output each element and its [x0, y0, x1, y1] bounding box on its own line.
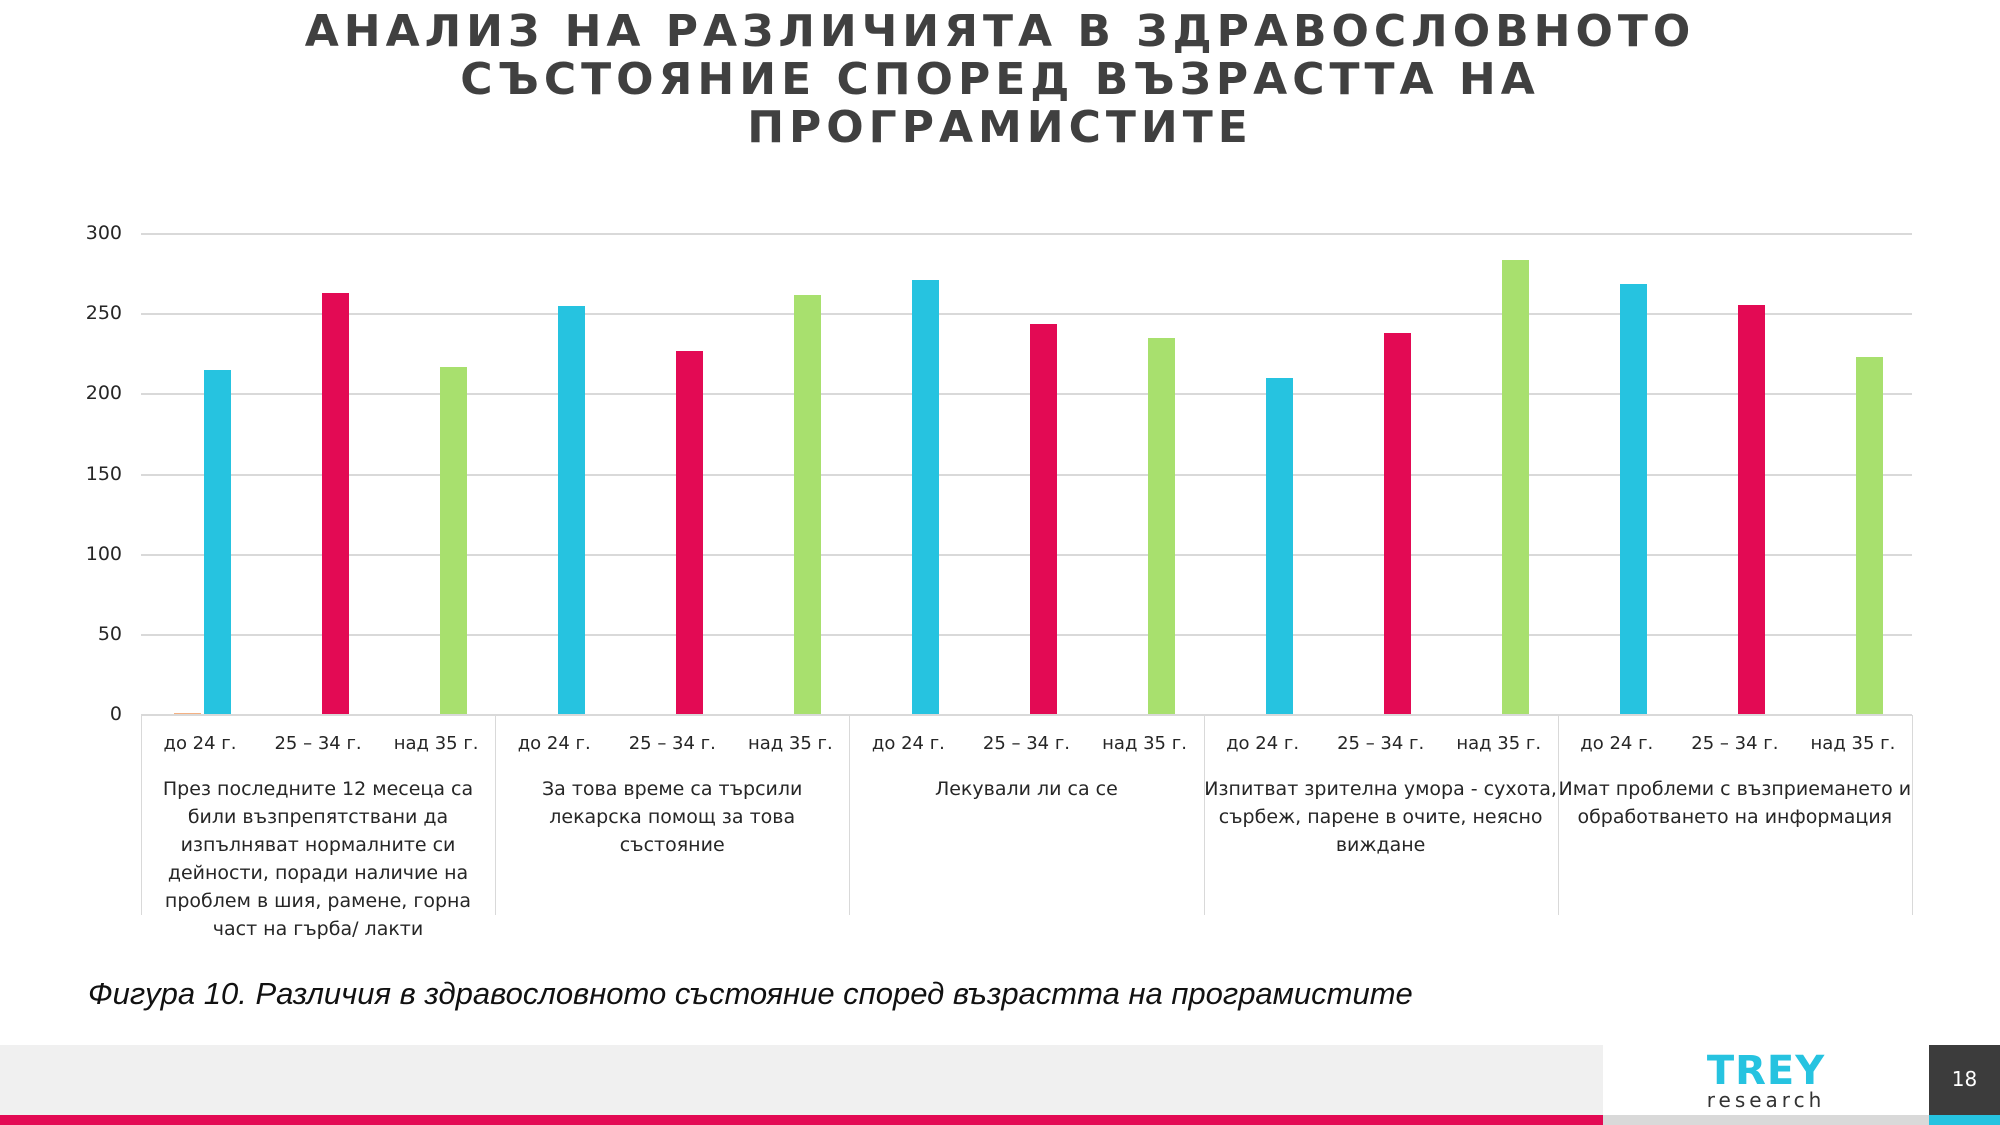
x-group-label: Изпитват зрителна умора - сухота, сърбеж… [1204, 778, 1557, 856]
y-tick-label: 250 [85, 302, 122, 325]
bar [1030, 323, 1057, 715]
logo-sub-text: research [1706, 1088, 1826, 1112]
gridline [141, 473, 1912, 476]
bar [793, 294, 821, 715]
x-subcategory-label: над 35 г. [393, 733, 479, 754]
x-subcategory-label: над 35 г. [1456, 733, 1542, 754]
figure-caption: Фигура 10. Различия в здравословното със… [88, 976, 1413, 1011]
group-separator [849, 715, 850, 915]
page-number: 18 [1951, 1067, 1978, 1091]
group-separator [141, 715, 142, 915]
x-subcategory-label: 25 – 34 г. [628, 733, 716, 754]
gridline [141, 553, 1912, 556]
bar [1856, 357, 1884, 715]
title-line-1: АНАЛИЗ НА РАЗЛИЧИЯТА В ЗДРАВОСЛОВНОТО [304, 6, 1696, 57]
x-subcategory-label: до 24 г. [871, 733, 945, 754]
x-group-label: През последните 12 месеца са били възпре… [162, 778, 474, 940]
bar [911, 280, 939, 715]
bar [1384, 333, 1412, 715]
title-line-2: СЪСТОЯНИЕ СПОРЕД ВЪЗРАСТТА НА [460, 54, 1540, 105]
bar [321, 293, 349, 715]
bar [1266, 378, 1294, 715]
title-line-3: ПРОГРАМИСТИТЕ [747, 102, 1253, 153]
logo: TREY research [1603, 1045, 1929, 1115]
bar [203, 370, 231, 715]
group-separator [1912, 715, 1913, 915]
slide-title: АНАЛИЗ НА РАЗЛИЧИЯТА В ЗДРАВОСЛОВНОТО СЪ… [0, 8, 2000, 152]
x-subcategory-label: 25 – 34 г. [1691, 733, 1779, 754]
y-tick-label: 200 [85, 382, 122, 405]
bar [1738, 304, 1766, 715]
x-subcategory-label: над 35 г. [1810, 733, 1896, 754]
group-separator [1204, 715, 1205, 915]
gridline [141, 633, 1912, 636]
bar [1620, 283, 1648, 715]
footer-strip-cyan [1929, 1115, 2000, 1125]
y-tick-label: 100 [85, 542, 122, 565]
page-number-box: 18 [1929, 1045, 2000, 1115]
x-subcategory-label: 25 – 34 г. [274, 733, 362, 754]
plot-area [141, 233, 1912, 715]
x-subcategory-label: до 24 г. [163, 733, 237, 754]
x-subcategory-label: над 35 г. [747, 733, 833, 754]
x-group-label: Имат проблеми с възприемането и обработв… [1558, 778, 1912, 828]
gridline [141, 393, 1912, 396]
bar [1148, 338, 1176, 715]
y-tick-label: 0 [109, 703, 122, 725]
footer-strip-gray [1603, 1115, 1929, 1125]
gridline [141, 313, 1912, 316]
group-separator [495, 715, 496, 915]
y-tick-label: 300 [85, 222, 122, 244]
x-subcategory-label: 25 – 34 г. [982, 733, 1071, 754]
x-subcategory-label: до 24 г. [1226, 733, 1300, 754]
x-subcategory-label: 25 – 34 г. [1337, 733, 1425, 754]
x-axis-line [141, 714, 1912, 716]
x-subcategory-label: над 35 г. [1102, 733, 1187, 754]
y-tick-label: 150 [85, 462, 122, 485]
footer-strip-red [0, 1115, 1603, 1125]
bar [1502, 259, 1530, 715]
bar [439, 367, 467, 715]
x-subcategory-label: до 24 г. [1580, 733, 1654, 754]
footer-band [0, 1045, 1603, 1115]
x-subcategory-label: до 24 г. [517, 733, 591, 754]
x-group-label: За това време са търсили лекарска помощ … [541, 778, 803, 856]
y-tick-label: 50 [97, 622, 122, 645]
bar [557, 306, 585, 715]
group-separator [1558, 715, 1559, 915]
bar [675, 351, 703, 715]
gridline [141, 233, 1912, 235]
logo-main-text: TREY [1706, 1048, 1826, 1094]
x-group-label: Лекували ли са се [934, 778, 1118, 800]
